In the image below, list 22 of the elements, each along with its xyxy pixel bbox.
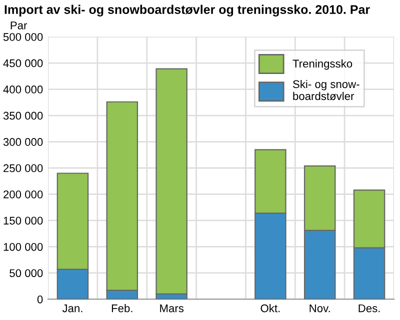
y-tick-label: 450 000 [3, 59, 43, 68]
legend-label: Ski- og snow- boardstøvler [292, 80, 360, 100]
chart-title: Import av ski- og snowboardstøvler og treningssko. 2010. Par [4, 4, 370, 17]
y-tick-label: 150 000 [4, 216, 43, 225]
y-tick-label: 50 000 [10, 269, 43, 278]
x-tick-label: Nov. [310, 304, 330, 312]
y-tick-label: 300 000 [3, 138, 43, 146]
bar [156, 68, 188, 295]
legend-label: Treningssko [292, 59, 352, 70]
y-tick-label: 0 [37, 295, 43, 304]
y-tick-label: 250 000 [4, 164, 43, 172]
x-tick-label: Okt. [260, 304, 280, 312]
y-axis-title: Par [10, 22, 28, 30]
x-tick-label: Mars [160, 304, 184, 312]
y-tick-label: 400 000 [3, 86, 43, 94]
x-tick-label: Des. [358, 304, 380, 312]
y-tick-label: 100 000 [4, 242, 43, 251]
y-tick-label: 500 000 [3, 33, 43, 41]
y-tick-label: 350 000 [3, 112, 43, 120]
x-tick-label: Feb. [112, 304, 132, 312]
y-tick-label: 200 000 [4, 190, 43, 198]
x-tick-label: Jan. [62, 304, 82, 312]
